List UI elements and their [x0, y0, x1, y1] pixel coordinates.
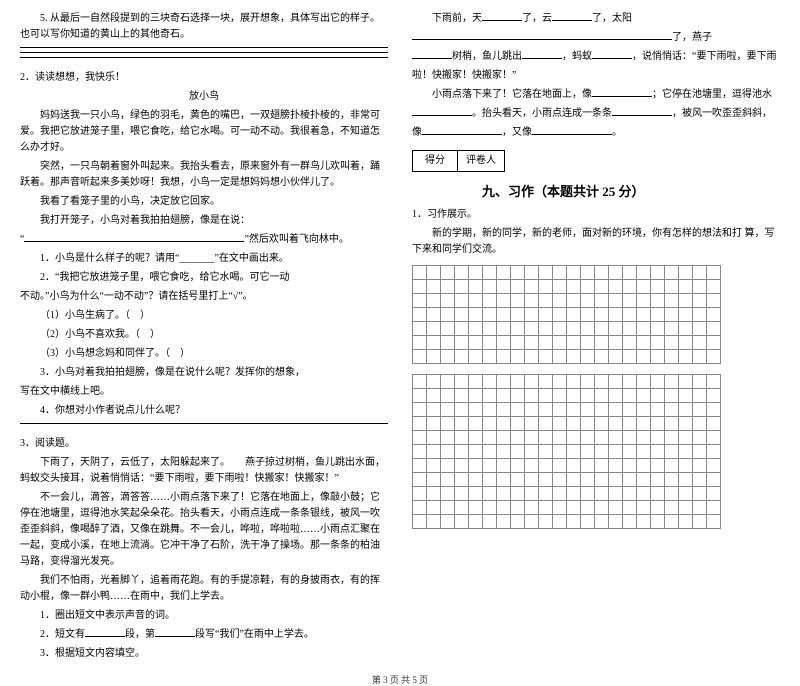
fill-blank[interactable] — [412, 39, 672, 40]
text: ；它停在池塘里，逗得池水 — [652, 89, 772, 100]
text: 。 — [612, 127, 622, 138]
text: 下雨前，天 — [432, 13, 482, 24]
s3-p2: 不一会儿，滴答，滴答答……小雨点落下来了！它落在地面上，像敲小鼓；它停在池塘里，… — [20, 490, 388, 570]
text: ，又像 — [502, 127, 532, 138]
fill-blank[interactable] — [482, 20, 522, 21]
r-line6: 。抬头看天，小雨点连成一条条 ，被风一吹歪歪斜斜， — [412, 106, 780, 122]
text: 了，云 — [522, 13, 552, 24]
text: ，被风一吹歪歪斜斜， — [672, 108, 772, 119]
fill-blank[interactable] — [412, 115, 472, 116]
fill-blank[interactable] — [522, 58, 562, 59]
fill-blank[interactable] — [592, 96, 652, 97]
blank-line — [20, 51, 388, 53]
s3-title: 3．阅读题。 — [20, 436, 388, 452]
text: 像 — [412, 127, 422, 138]
right-column: 下雨前，天 了，云 了，太阳 了，燕子 树梢，鱼儿跳出 ，蚂蚁 ，说悄悄话：“要下雨啦，… — [412, 8, 780, 665]
text: ，说悄悄话：“要下雨啦，要下雨 — [632, 51, 776, 62]
q5-text: 5. 从最后一自然段提到的三块奇石选择一块，展开想象，具体写出它的样子。也可以写… — [20, 11, 388, 43]
s2-p1: 妈妈送我一只小鸟，绿色的羽毛，黄色的嘴巴，一双翅膀扑棱扑棱的，非常可爱。我把它放… — [20, 108, 388, 156]
s2-q3a: 3．小鸟对着我拍拍翅膀，像是在说什么呢？发挥你的想象， — [20, 365, 388, 381]
fill-blank[interactable] — [552, 20, 592, 21]
r-line1: 下雨前，天 了，云 了，太阳 — [412, 11, 780, 27]
blank-line — [20, 46, 388, 48]
s3-q2: 2．短文有 段，第 段写“我们”在雨中上学去。 — [20, 627, 388, 643]
s3-p3: 我们不怕雨，光着脚丫，追着雨花跑。有的手提凉鞋，有的身披雨衣，有的挥动小棍，像一… — [20, 573, 388, 605]
fill-blank[interactable] — [592, 58, 632, 59]
s2-p2: 突然，一只鸟朝着窗外叫起来。我抬头看去，原来窗外有一群鸟儿欢叫着，踊跃着。那声音… — [20, 159, 388, 191]
grader-label: 评卷人 — [458, 151, 504, 171]
section-9-title: 九、习作（本题共计 25 分） — [412, 182, 780, 203]
s3-q2c: 段写“我们”在雨中上学去。 — [195, 629, 314, 640]
s2-title: 2．读读想想，我快乐！ — [20, 70, 388, 86]
fill-blank[interactable] — [422, 134, 502, 135]
r-line4: 啦！快搬家！快搬家！” — [412, 68, 780, 84]
s2-opt3[interactable]: （3）小鸟想念妈和同伴了。（ ） — [20, 346, 388, 362]
blank-line — [20, 56, 388, 58]
s2-q2a: 2．“我把它放进笼子里，喂它食吃，给它水喝。可它一动 — [20, 270, 388, 286]
r-line5: 小雨点落下来了！它落在地面上，像 ；它停在池塘里，逗得池水 — [412, 87, 780, 103]
s2-story-title: 放小鸟 — [20, 89, 388, 105]
score-box: 得分 评卷人 — [412, 150, 505, 172]
text: 树梢，鱼儿跳出 — [452, 51, 522, 62]
page: 5. 从最后一自然段提到的三块奇石选择一块，展开想象，具体写出它的样子。也可以写… — [0, 0, 800, 665]
s2-opt1[interactable]: （1）小鸟生病了。（ ） — [20, 308, 388, 324]
text: 了，燕子 — [672, 32, 712, 43]
text: 小雨点落下来了！它落在地面上，像 — [432, 89, 592, 100]
text: ，蚂蚁 — [562, 51, 592, 62]
blank-line — [20, 422, 388, 424]
s2-opt2[interactable]: （2）小鸟不喜欢我。（ ） — [20, 327, 388, 343]
s3-q1: 1．圈出短文中表示声音的词。 — [20, 608, 388, 624]
score-row: 得分 评卷人 — [412, 150, 780, 176]
s2-q1: 1．小鸟是什么样子的呢？请用“_______”在文中画出来。 — [20, 251, 388, 267]
left-column: 5. 从最后一自然段提到的三块奇石选择一块，展开想象，具体写出它的样子。也可以写… — [20, 8, 388, 665]
quote-close: ”然后欢叫着飞向林中。 — [244, 234, 348, 245]
writing-grid-a[interactable] — [412, 265, 721, 364]
fill-blank[interactable] — [412, 58, 452, 59]
r-line2: 了，燕子 — [412, 30, 780, 46]
s3-q2a: 2．短文有 — [40, 629, 85, 640]
s2-q2b: 不动。”小鸟为什么“一动不动”？请在括号里打上“√”。 — [20, 289, 388, 305]
fill-blank[interactable] — [85, 636, 125, 637]
r-line3: 树梢，鱼儿跳出 ，蚂蚁 ，说悄悄话：“要下雨啦，要下雨 — [412, 49, 780, 65]
score-label: 得分 — [413, 151, 458, 171]
s2-p4: 我打开笼子，小鸟对着我拍拍翅膀，像是在说： — [20, 213, 388, 229]
fill-blank[interactable] — [532, 134, 612, 135]
s2-p3: 我看了看笼子里的小鸟，决定放它回家。 — [20, 194, 388, 210]
r-line7: 像 ，又像 。 — [412, 125, 780, 141]
s3-q3: 3．根据短文内容填空。 — [20, 646, 388, 662]
s3-p1: 下雨了，天阴了，云低了，太阳躲起来了。 燕子掠过树梢，鱼儿跳出水面，蚂蚁交头接耳… — [20, 455, 388, 487]
s2-q4: 4．你想对小作者说点儿什么呢？ — [20, 403, 388, 419]
s2-q3b: 写在文中横线上吧。 — [20, 384, 388, 400]
fill-blank[interactable] — [24, 241, 244, 242]
xz-2: 新的学期，新的同学，新的老师，面对新的环境，你有怎样的想法和打 算，写下来和同学… — [412, 226, 780, 258]
s2-quote-line: “ ”然后欢叫着飞向林中。 — [20, 232, 388, 248]
fill-blank[interactable] — [612, 115, 672, 116]
fill-blank[interactable] — [155, 636, 195, 637]
quote-open: “ — [20, 234, 24, 245]
writing-grid-b[interactable] — [412, 374, 721, 529]
xz-1: 1．习作展示。 — [412, 207, 780, 223]
text: 。抬头看天，小雨点连成一条条 — [472, 108, 612, 119]
text: 了，太阳 — [592, 13, 632, 24]
page-footer: 第 3 页 共 5 页 — [0, 673, 800, 686]
s3-q2b: 段，第 — [125, 629, 155, 640]
